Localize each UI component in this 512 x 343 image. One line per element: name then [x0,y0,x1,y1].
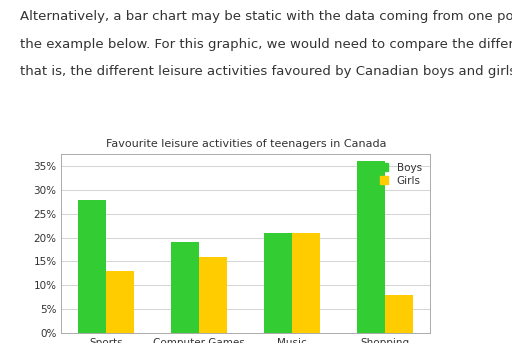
Title: Favourite leisure activities of teenagers in Canada: Favourite leisure activities of teenager… [105,139,386,150]
Bar [199,257,227,333]
Legend: Boys, Girls: Boys, Girls [377,159,425,189]
Bar [78,200,106,333]
Bar [172,243,199,333]
Text: that is, the different leisure activities favoured by Canadian boys and girls.: that is, the different leisure activitie… [20,65,512,78]
Bar [386,295,413,333]
Text: the example below. For this graphic, we would need to compare the different vari: the example below. For this graphic, we … [20,38,512,51]
Bar [106,271,134,333]
Bar [264,233,292,333]
Bar [357,162,386,333]
Bar [292,233,320,333]
Text: Alternatively, a bar chart may be static with the data coming from one point in : Alternatively, a bar chart may be static… [20,10,512,23]
